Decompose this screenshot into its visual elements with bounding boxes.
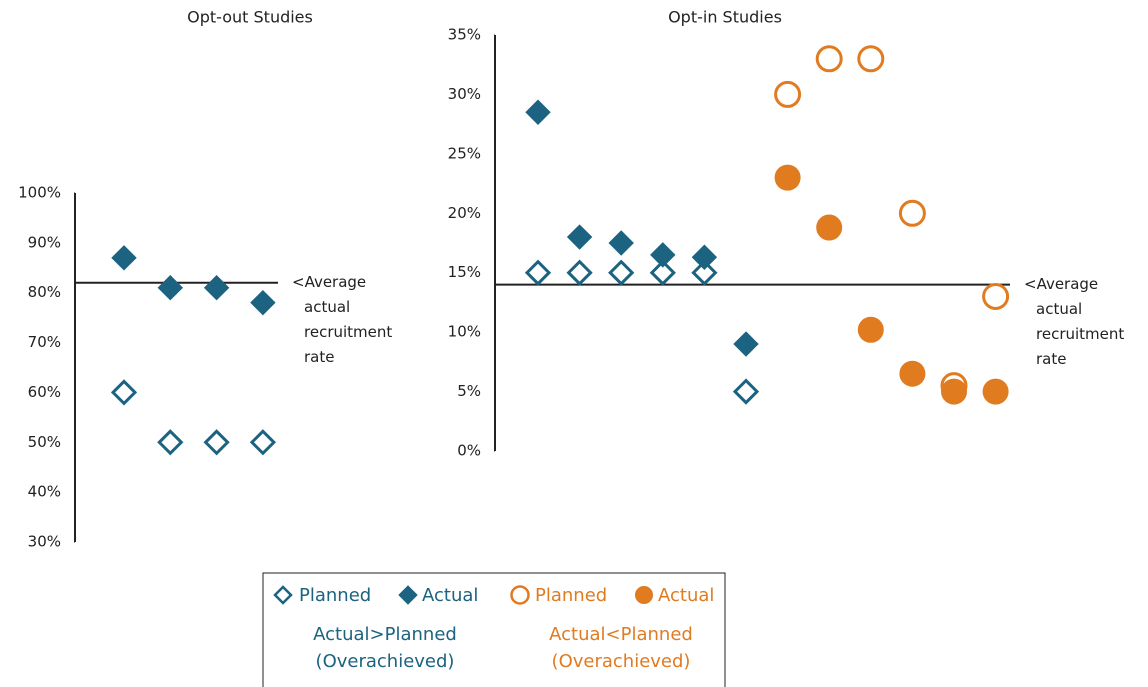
point (816, 214, 843, 241)
point (249, 429, 277, 456)
legend-note: (Overachieved) (552, 651, 691, 672)
legend-marker (398, 585, 418, 605)
y-tick-label: 5% (457, 382, 481, 400)
point (524, 259, 552, 286)
reference-label: rate (304, 348, 334, 366)
y-tick-label: 30% (448, 85, 481, 103)
point (111, 245, 137, 271)
point (774, 80, 802, 108)
point (157, 429, 184, 456)
point (525, 99, 551, 125)
point (857, 45, 885, 73)
legend-note: (Overachieved) (316, 651, 455, 672)
y-tick-label: 35% (448, 26, 481, 44)
y-tick-label: 40% (28, 483, 61, 501)
point (650, 242, 676, 268)
point (649, 259, 676, 286)
reference-label: <Average (1024, 275, 1098, 293)
point (608, 230, 634, 256)
reference-label: <Average (292, 273, 366, 291)
point (157, 275, 184, 301)
legend-note: Actual>Planned (313, 624, 457, 645)
legend-label: Planned (535, 585, 607, 606)
point (608, 259, 635, 286)
y-tick-label: 20% (448, 204, 481, 222)
point (857, 316, 884, 343)
y-tick-label: 100% (18, 184, 61, 202)
point (941, 378, 967, 405)
y-tick-label: 60% (28, 383, 61, 401)
legend-box (262, 572, 726, 687)
point (899, 360, 926, 387)
reference-label: actual (304, 298, 350, 316)
reference-label: rate (1036, 350, 1066, 368)
y-tick-label: 80% (28, 283, 61, 301)
legend-marker (273, 585, 293, 605)
point (774, 164, 801, 191)
y-tick-label: 15% (448, 263, 481, 281)
legend-note: Actual<Planned (549, 624, 693, 645)
chart-title: Opt-out Studies (187, 8, 313, 27)
point (203, 275, 230, 301)
legend-label: Planned (299, 585, 371, 606)
y-tick-label: 50% (28, 433, 61, 451)
y-tick-label: 25% (448, 144, 481, 162)
point (566, 224, 593, 250)
point (250, 289, 276, 316)
point (733, 331, 759, 357)
y-tick-label: 0% (457, 442, 481, 460)
point (566, 259, 593, 286)
chart-title: Opt-in Studies (668, 8, 782, 27)
y-tick-label: 30% (28, 533, 61, 551)
reference-label: actual (1036, 300, 1082, 318)
point (815, 45, 843, 73)
point (203, 429, 230, 456)
y-tick-label: 10% (448, 323, 481, 341)
y-tick-label: 90% (28, 233, 61, 251)
point (691, 259, 718, 286)
reference-label: recruitment (1036, 325, 1124, 343)
legend-marker (635, 586, 653, 604)
legend-marker (510, 585, 530, 605)
legend-label: Actual (422, 585, 478, 606)
point (732, 378, 760, 405)
point (691, 244, 718, 270)
point (110, 379, 138, 406)
point (982, 378, 1009, 405)
reference-label: recruitment (304, 323, 392, 341)
point (982, 282, 1010, 310)
y-tick-label: 70% (28, 333, 61, 351)
legend-label: Actual (658, 585, 714, 606)
point (898, 199, 926, 227)
